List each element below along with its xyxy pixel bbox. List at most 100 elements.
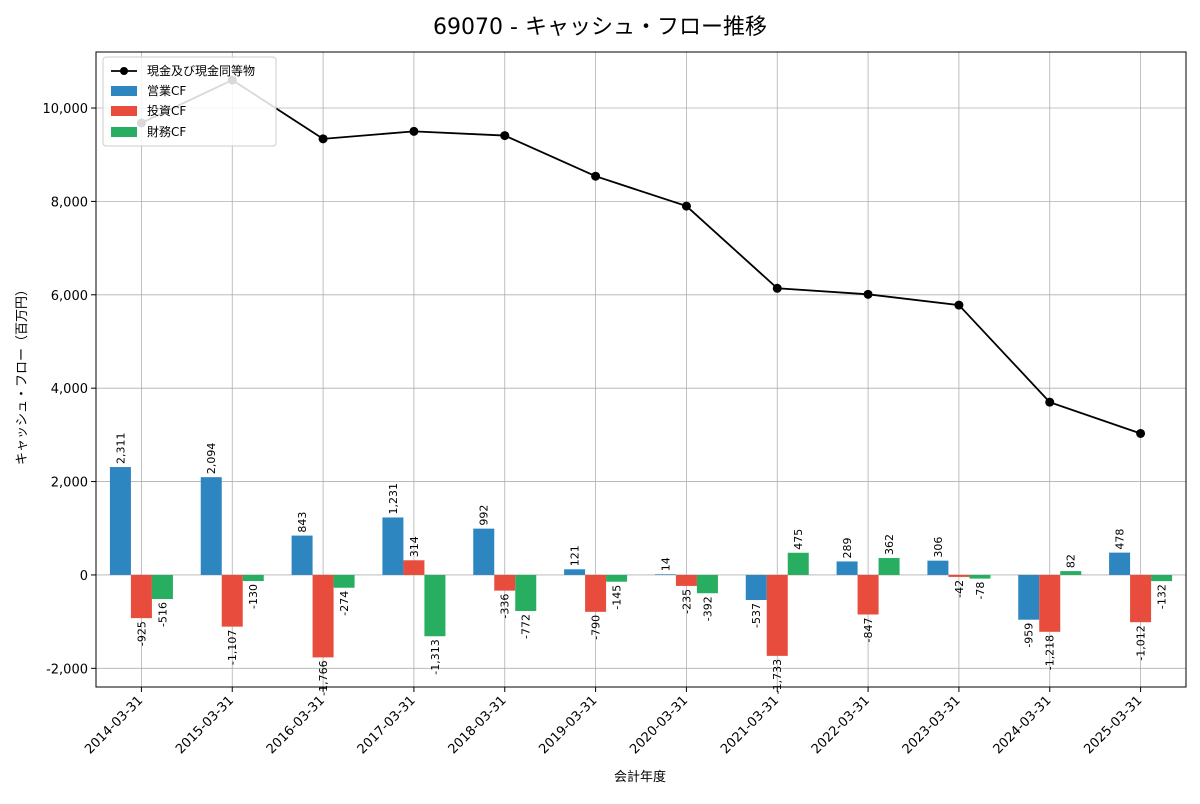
cash-point [772,283,782,293]
y-tick-label: -2,000 [46,662,88,677]
bar-投資CF [312,574,334,658]
data-label: 82 [1065,554,1078,568]
bar-財務CF [787,552,809,575]
bar-財務CF [151,574,173,600]
x-tick-label: 2021-03-31 [718,693,782,757]
bar-財務CF [424,574,446,637]
y-tick-label: 6,000 [51,289,88,304]
legend-label: 財務CF [147,124,186,139]
bar-営業CF [745,574,767,601]
data-label: 306 [932,537,945,558]
x-tick-label: 2015-03-31 [173,693,237,757]
bar-marks [109,467,1173,658]
bar-営業CF [1018,574,1040,620]
data-label: 1,231 [387,483,400,515]
bar-財務CF [333,574,355,588]
legend-swatch-財務CF [111,127,137,137]
x-tick-label: 2025-03-31 [1081,693,1145,757]
bar-財務CF [696,574,718,594]
x-tick-label: 2022-03-31 [809,693,873,757]
data-labels: 2,311 2,094 843 1,231 992 121 14 -537 289 306 -959… [114,433,1168,696]
data-label: -274 [338,591,351,616]
x-tick-label: 2016-03-31 [264,693,328,757]
bar-営業CF [1109,552,1131,575]
cash-point [1045,397,1055,407]
data-label: -42 [953,580,966,598]
x-tick-label: 2018-03-31 [446,693,510,757]
legend-swatch-営業CF [111,86,137,96]
cash-point [318,134,328,144]
x-tick-label: 2023-03-31 [900,693,964,757]
bar-投資CF [766,574,788,656]
bar-営業CF [200,477,222,575]
cash-point [863,289,873,299]
y-axis-label: キャッシュ・フロー（百万円） [15,283,30,465]
data-label: 2,094 [205,443,218,475]
line-series [136,75,1146,438]
data-label: -145 [611,585,624,610]
y-tick-label: 2,000 [51,476,88,491]
bar-営業CF [291,535,313,575]
bar-投資CF [494,574,516,591]
legend-label: 投資CF [147,103,186,118]
x-tick-label: 2014-03-31 [82,693,146,757]
data-label: -1,012 [1135,625,1148,660]
bar-営業CF [109,467,131,575]
bar-営業CF [564,569,586,575]
bar-投資CF [130,574,152,619]
cash-point [591,171,601,181]
y-tick-label: 0 [80,569,88,584]
data-label: -392 [701,596,714,621]
bar-投資CF [403,560,425,575]
data-label: -925 [135,621,148,646]
data-label: 2,311 [114,433,127,465]
bar-営業CF [836,561,858,575]
y-tick-label: 4,000 [51,382,88,397]
data-label: -1,733 [771,659,784,694]
data-label: -772 [520,614,533,639]
legend-box [102,56,277,147]
y-axis-ticks: -2,000 0 2,000 4,000 6,000 8,000 10,000 [43,102,96,677]
bar-投資CF [1130,574,1152,623]
data-label: -537 [750,603,763,628]
cash-point [409,126,419,136]
bar-投資CF [585,574,607,612]
x-tick-label: 2020-03-31 [627,693,691,757]
cash-point [1136,428,1146,438]
bar-営業CF [927,560,949,575]
bar-財務CF [878,558,900,575]
bar-投資CF [1039,574,1061,632]
bar-財務CF [242,574,264,582]
bar-営業CF [654,574,676,575]
y-tick-label: 10,000 [43,102,89,117]
data-label: 121 [569,545,582,566]
data-label: -1,313 [429,639,442,674]
x-tick-label: 2024-03-31 [991,693,1055,757]
bar-投資CF [948,574,970,577]
data-label: -1,218 [1044,635,1057,670]
data-label: 14 [659,557,672,571]
legend-swatch-投資CF [111,106,137,116]
bar-投資CF [675,574,697,586]
x-axis-label: 会計年度 [614,769,666,785]
y-tick-label: 8,000 [51,195,88,210]
x-axis-ticks: 2014-03-31 2015-03-31 2016-03-31 2017-03-31… [82,687,1145,757]
cash-line [141,78,1141,435]
cash-point [500,131,510,141]
bar-財務CF [1060,571,1082,575]
data-label: 992 [478,505,491,526]
data-label: 314 [408,536,421,557]
data-label: 843 [296,512,309,533]
legend-label: 営業CF [147,84,186,98]
legend-label: 現金及び現金同等物 [147,63,255,78]
data-label: -1,107 [226,630,239,665]
data-label: -847 [862,617,875,642]
data-label: 362 [883,534,896,555]
bar-投資CF [221,574,243,627]
data-label: -78 [974,582,987,600]
bar-営業CF [473,528,495,575]
bar-財務CF [1151,574,1173,582]
chart-title: 69070 - キャッシュ・フロー推移 [433,15,767,40]
